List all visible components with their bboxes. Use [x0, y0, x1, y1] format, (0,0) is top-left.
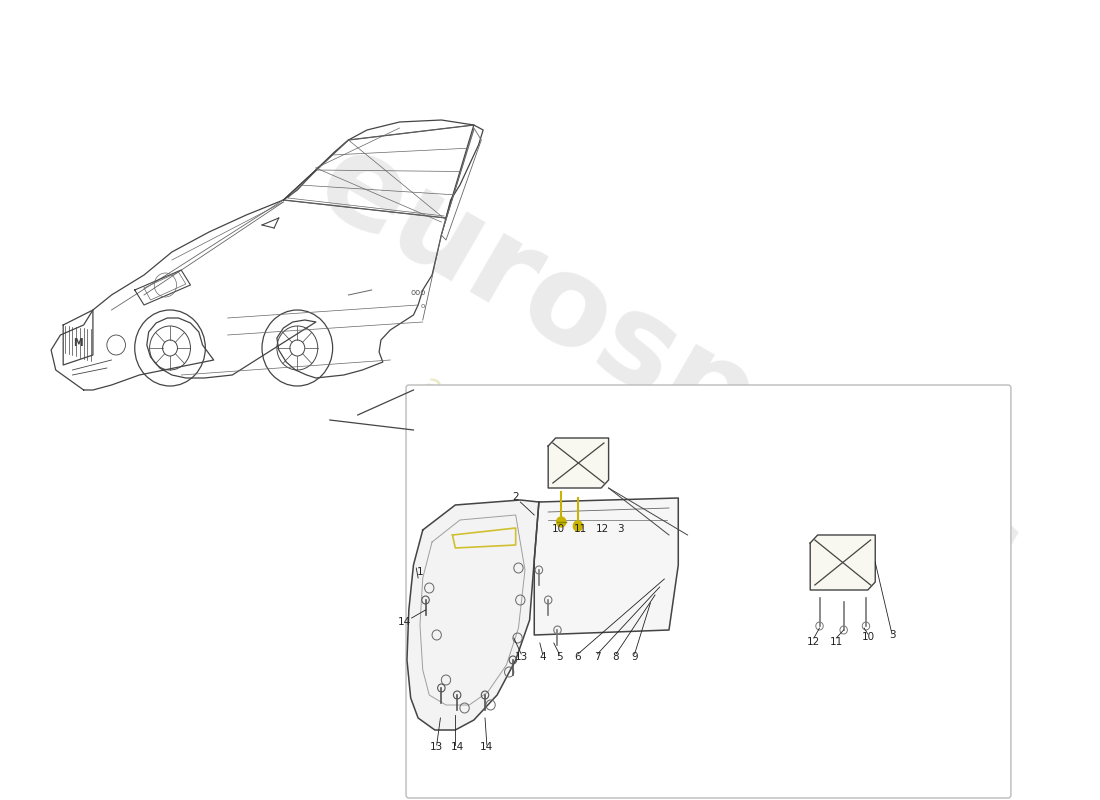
Text: 14: 14: [451, 742, 464, 752]
Text: 11: 11: [829, 637, 843, 647]
Text: M: M: [74, 338, 82, 348]
Text: 10: 10: [862, 632, 876, 642]
FancyBboxPatch shape: [406, 385, 1011, 798]
Text: 2: 2: [513, 492, 519, 502]
Text: eurospares: eurospares: [297, 120, 1042, 620]
Text: 1: 1: [417, 567, 424, 577]
Text: 14: 14: [397, 617, 410, 627]
Polygon shape: [535, 498, 679, 635]
Circle shape: [557, 517, 565, 527]
Text: a passion for parts since 1985: a passion for parts since 1985: [417, 370, 847, 590]
Text: 7: 7: [594, 652, 601, 662]
Text: 13: 13: [430, 742, 443, 752]
Text: 13: 13: [515, 652, 528, 662]
Text: 11: 11: [574, 524, 587, 534]
Text: 9: 9: [631, 652, 638, 662]
Text: 6: 6: [574, 652, 581, 662]
Text: 12: 12: [595, 524, 608, 534]
Polygon shape: [548, 438, 608, 488]
Text: ooo: ooo: [410, 288, 426, 297]
Text: 4: 4: [539, 652, 546, 662]
Polygon shape: [811, 535, 876, 590]
Circle shape: [573, 521, 583, 531]
Text: 10: 10: [552, 524, 565, 534]
Text: 3: 3: [617, 524, 624, 534]
Text: 12: 12: [807, 637, 821, 647]
Text: o: o: [420, 303, 425, 309]
Text: 5: 5: [556, 652, 563, 662]
Text: 8: 8: [613, 652, 619, 662]
Text: 14: 14: [481, 742, 494, 752]
Polygon shape: [407, 500, 539, 730]
Text: 3: 3: [889, 630, 895, 640]
